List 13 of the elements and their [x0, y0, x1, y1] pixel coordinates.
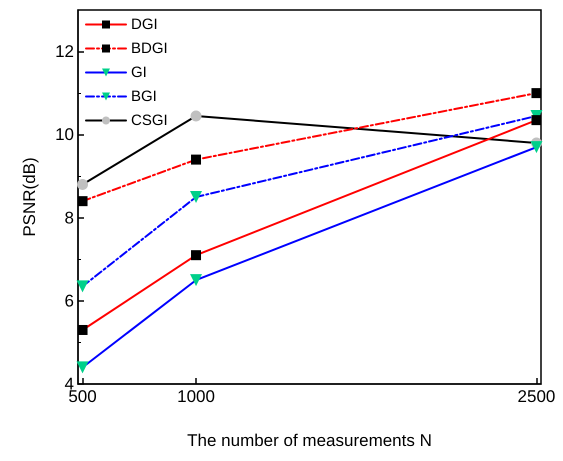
- legend-label: BDGI: [131, 40, 168, 57]
- y-tick-label: 10: [55, 125, 74, 144]
- legend-label: DGI: [131, 16, 158, 33]
- x-tick-label: 2500: [518, 387, 556, 406]
- y-tick-label: 6: [64, 291, 74, 310]
- x-axis-title: The number of measurements N: [187, 431, 432, 450]
- y-tick-label: 12: [55, 42, 74, 62]
- x-tick-label: 1000: [177, 387, 215, 406]
- y-axis-title: PSNR(dB): [20, 157, 39, 237]
- legend-label: GI: [131, 64, 147, 81]
- legend-label: CSGI: [131, 112, 168, 129]
- y-tick-label: 8: [64, 208, 74, 228]
- legend-label: BGI: [131, 88, 157, 105]
